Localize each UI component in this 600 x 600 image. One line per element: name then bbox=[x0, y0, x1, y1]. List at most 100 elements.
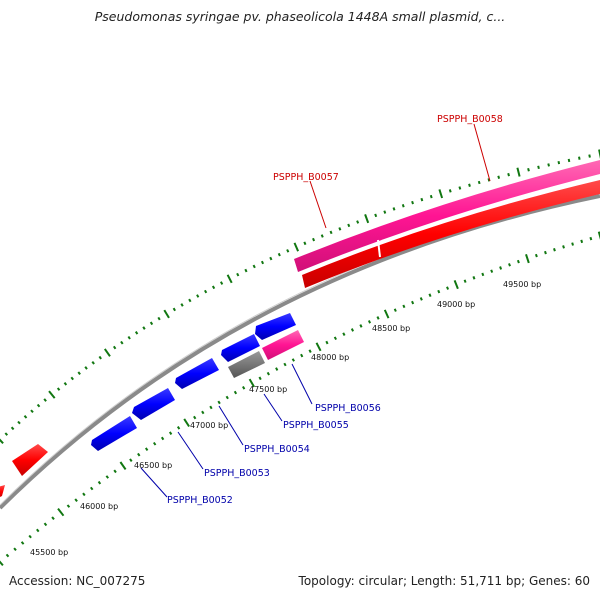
ruler-minor-tick bbox=[180, 303, 184, 307]
ruler-minor-tick bbox=[152, 441, 157, 446]
ruler-minor-tick bbox=[481, 272, 485, 277]
ruler-minor-tick bbox=[4, 432, 9, 436]
ruler-minor-tick bbox=[225, 395, 229, 400]
ruler-minor-tick bbox=[553, 248, 556, 252]
ruler-minor-tick bbox=[36, 403, 41, 408]
ruler-minor-tick bbox=[66, 504, 71, 508]
gene-pspph-b0053-b[interactable] bbox=[175, 358, 219, 389]
ruler-minor-tick bbox=[588, 154, 591, 158]
ruler-minor-tick bbox=[392, 207, 396, 211]
gene-label-pspph-b0052[interactable]: PSPPH_B0052 bbox=[167, 495, 233, 506]
bp-label-46000: 46000 bp bbox=[80, 502, 118, 511]
ruler-minor-tick bbox=[580, 239, 584, 244]
outer-ruler-ticks bbox=[0, 149, 600, 444]
ruler-minor-tick bbox=[28, 534, 32, 539]
ruler-minor-tick bbox=[204, 289, 208, 294]
ruler-minor-tick bbox=[30, 409, 34, 414]
ruler-minor-tick bbox=[134, 331, 139, 335]
ruler-minor-tick bbox=[17, 420, 21, 425]
ruler-minor-tick bbox=[209, 405, 213, 410]
ruler-minor-tick bbox=[333, 336, 337, 341]
ruler-major-tick bbox=[597, 231, 600, 240]
map-title: Pseudomonas syringae pv. phaseolicola 14… bbox=[94, 9, 506, 24]
ruler-minor-tick bbox=[168, 431, 173, 435]
ruler-minor-tick bbox=[120, 340, 124, 345]
ruler-minor-tick bbox=[472, 276, 476, 280]
ruler-minor-tick bbox=[74, 498, 78, 503]
ruler-minor-tick bbox=[374, 213, 378, 218]
gene-pspph-b0056[interactable] bbox=[262, 330, 304, 360]
ruler-minor-tick bbox=[300, 353, 304, 358]
ruler-minor-tick bbox=[342, 332, 346, 336]
ruler-minor-tick bbox=[534, 253, 538, 258]
ruler-major-tick bbox=[598, 149, 600, 159]
ruler-major-tick bbox=[0, 438, 4, 444]
ruler-minor-tick bbox=[63, 382, 68, 386]
ruler-minor-tick bbox=[149, 321, 154, 326]
ruler-minor-tick bbox=[291, 358, 295, 362]
ruler-major-tick bbox=[103, 348, 111, 357]
ruler-major-tick bbox=[57, 507, 65, 517]
gene-pspph-b0055[interactable] bbox=[228, 351, 265, 378]
ruler-minor-tick bbox=[233, 390, 238, 395]
gene-arrow-left-2[interactable] bbox=[12, 444, 48, 476]
ruler-major-tick bbox=[383, 309, 390, 319]
reverse-genes[interactable] bbox=[91, 313, 304, 451]
ruler-minor-tick bbox=[277, 252, 281, 257]
gene-pspph-b0057-outer[interactable] bbox=[294, 160, 600, 272]
ruler-minor-tick bbox=[43, 398, 47, 402]
ruler-minor-tick bbox=[303, 241, 307, 246]
gene-label-pspph-b0057[interactable]: PSPPH_B0057 bbox=[273, 172, 339, 183]
ruler-major-tick bbox=[453, 280, 459, 290]
ruler-minor-tick bbox=[23, 415, 28, 419]
ruler-minor-tick bbox=[527, 167, 530, 172]
ruler-minor-tick bbox=[113, 469, 117, 474]
ruler-minor-tick bbox=[269, 256, 273, 261]
ruler-minor-tick bbox=[383, 210, 387, 214]
ruler-minor-tick bbox=[77, 371, 81, 375]
ruler-minor-tick bbox=[544, 250, 547, 255]
ruler-minor-tick bbox=[376, 316, 380, 320]
ruler-minor-tick bbox=[367, 320, 372, 324]
gene-label-pspph-b0056[interactable]: PSPPH_B0056 bbox=[315, 403, 381, 414]
gene-pspph-b0054[interactable] bbox=[221, 334, 260, 362]
gene-pspph-b0052[interactable] bbox=[91, 416, 137, 451]
gene-pspph-b0057-inner[interactable] bbox=[302, 180, 600, 288]
gene-label-pspph-b0053[interactable]: PSPPH_B0053 bbox=[204, 468, 270, 479]
ruler-minor-tick bbox=[428, 293, 432, 297]
gene-label-pspph-b0055[interactable]: PSPPH_B0055 bbox=[283, 420, 349, 431]
ruler-minor-tick bbox=[142, 326, 146, 330]
ruler-minor-tick bbox=[350, 328, 355, 332]
ruler-minor-tick bbox=[242, 386, 246, 390]
gene-label-pspph-b0054[interactable]: PSPPH_B0054 bbox=[244, 444, 310, 455]
ruler-minor-tick bbox=[201, 410, 205, 415]
bp-label-45500: 45500 bp bbox=[30, 548, 68, 557]
ruler-major-tick bbox=[248, 378, 255, 388]
ruler-minor-tick bbox=[283, 362, 287, 367]
bp-labels: 45500 bp 46000 bp 46500 bp 47000 bp 4750… bbox=[30, 280, 541, 557]
bp-label-47000: 47000 bp bbox=[190, 421, 228, 430]
ruler-minor-tick bbox=[36, 528, 40, 533]
gene-label-pspph-b0058[interactable]: PSPPH_B0058 bbox=[437, 114, 503, 125]
ruler-minor-tick bbox=[508, 263, 511, 267]
ruler-minor-tick bbox=[286, 249, 290, 253]
ruler-minor-tick bbox=[411, 300, 415, 305]
ruler-minor-tick bbox=[359, 324, 363, 328]
ruler-minor-tick bbox=[98, 355, 102, 360]
ruler-minor-tick bbox=[220, 281, 224, 285]
ruler-minor-tick bbox=[260, 260, 265, 265]
forward-genes[interactable] bbox=[0, 160, 600, 498]
gene-pspph-b0053-a[interactable] bbox=[132, 388, 175, 420]
label-leader-lines bbox=[140, 123, 491, 498]
ruler-minor-tick bbox=[411, 200, 414, 205]
bp-label-49000: 49000 bp bbox=[437, 300, 475, 309]
gene-arrow-left-1[interactable] bbox=[0, 485, 5, 498]
ruler-minor-tick bbox=[176, 426, 181, 430]
ruler-minor-tick bbox=[401, 204, 405, 208]
ruler-minor-tick bbox=[70, 376, 74, 381]
gene-pspph-b0055-b[interactable] bbox=[255, 313, 296, 340]
ruler-minor-tick bbox=[468, 183, 471, 187]
ruler-minor-tick bbox=[129, 458, 133, 462]
